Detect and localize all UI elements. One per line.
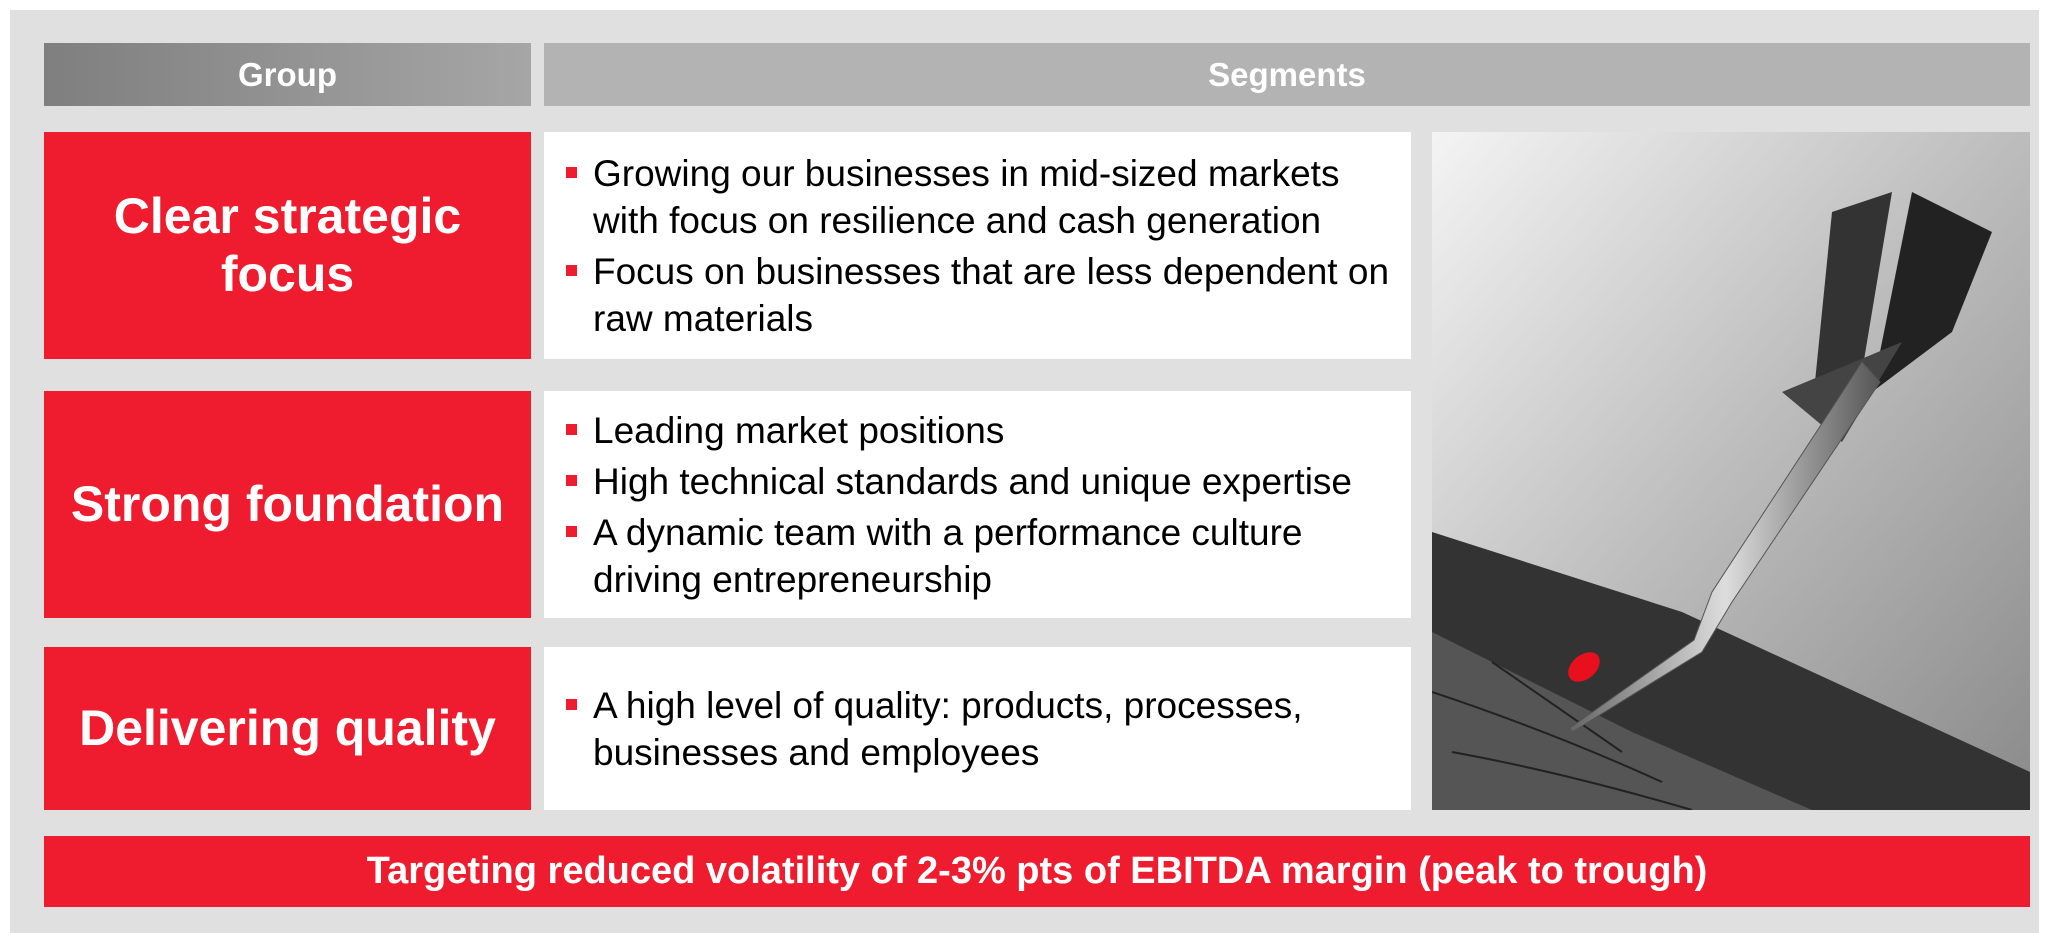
bullet-list: A high level of quality: products, proce… [564,678,1401,780]
footer-banner: Targeting reduced volatility of 2-3% pts… [44,836,2030,907]
segments-header: Segments [544,43,2030,106]
bullet-item: Leading market positions [564,407,1401,454]
row-title: Delivering quality [44,647,531,810]
row-bullets: Growing our businesses in mid-sized mark… [544,132,1411,359]
dart-image [1432,132,2030,810]
bullet-item: A high level of quality: products, proce… [564,682,1401,776]
bullet-item: Growing our businesses in mid-sized mark… [564,150,1401,244]
bullet-item: Focus on businesses that are less depend… [564,248,1401,342]
row-bullets: A high level of quality: products, proce… [544,647,1411,810]
row-title: Strong foundation [44,391,531,618]
bullet-list: Leading market positions High technical s… [564,403,1401,607]
bullet-list: Growing our businesses in mid-sized mark… [564,146,1401,346]
row-title: Clear strategic focus [44,132,531,359]
group-header: Group [44,43,531,106]
bullet-item: High technical standards and unique expe… [564,458,1401,505]
bullet-item: A dynamic team with a performance cultur… [564,509,1401,603]
row-bullets: Leading market positions High technical s… [544,391,1411,618]
